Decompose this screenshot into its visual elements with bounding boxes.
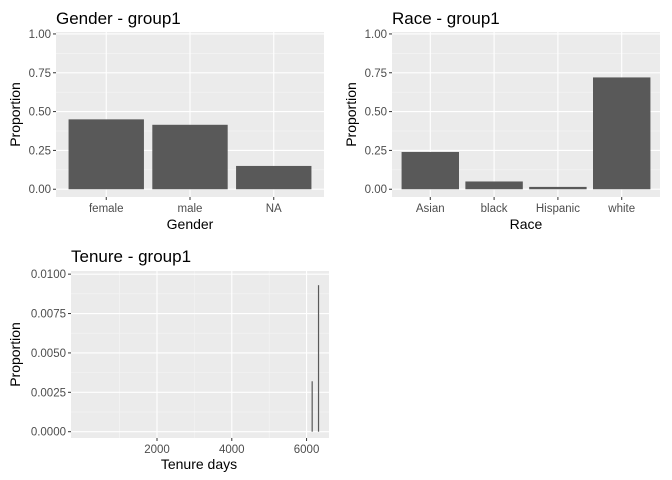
race-y-tick-label: 0.75 <box>365 68 387 80</box>
gender-y-tick-label: 0.75 <box>29 68 51 80</box>
race-x-axis-label: Race <box>510 216 543 232</box>
race-panel: Race - group1 0.00 0.25 0.50 0.75 1.00 Asian… <box>343 9 660 232</box>
tenure-x-tick-label: 4000 <box>219 444 245 456</box>
tenure-title: Tenure - group1 <box>71 247 191 266</box>
race-x-tick-label: white <box>607 203 635 215</box>
tenure-gridlines <box>71 271 329 438</box>
tenure-x-ticks: 2000 4000 6000 <box>144 438 319 456</box>
tenure-panel: Tenure - group1 0.0000 0.0025 0.0050 0.0075… <box>7 247 329 472</box>
gender-y-tick-label: 0.00 <box>29 184 51 196</box>
tenure-bar <box>311 381 313 432</box>
gender-x-tick-label: male <box>178 203 203 215</box>
gender-panel: Gender - group1 0.00 0.25 0.50 0.75 1.00 fem… <box>7 9 324 232</box>
race-bar-white <box>593 77 651 190</box>
tenure-y-tick-label: 0.0025 <box>31 387 66 399</box>
tenure-bars <box>311 285 320 432</box>
gender-bar-female <box>68 119 144 190</box>
race-y-ticks: 0.00 0.25 0.50 0.75 1.00 <box>365 29 392 196</box>
race-x-tick-label: Hispanic <box>536 203 580 215</box>
tenure-y-tick-label: 0.0100 <box>31 269 66 281</box>
gender-x-ticks: female male NA <box>89 197 282 215</box>
race-x-tick-label: Asian <box>416 203 445 215</box>
tenure-x-tick-label: 6000 <box>294 444 320 456</box>
tenure-plot-background <box>71 271 329 438</box>
tenure-y-ticks: 0.0000 0.0025 0.0050 0.0075 0.0100 <box>31 269 71 439</box>
tenure-bar <box>317 285 320 432</box>
gender-x-axis-label: Gender <box>167 216 214 232</box>
tenure-x-tick-label: 2000 <box>144 444 170 456</box>
gender-y-tick-label: 1.00 <box>29 29 51 41</box>
gender-bar-male <box>152 124 228 190</box>
race-y-axis-label: Proportion <box>343 82 359 147</box>
gender-y-axis-label: Proportion <box>7 82 23 147</box>
gender-y-tick-label: 0.50 <box>29 107 51 119</box>
race-bar-hispanic <box>529 186 587 190</box>
race-y-tick-label: 0.25 <box>365 145 387 157</box>
gender-bar-na <box>236 165 312 190</box>
gender-title: Gender - group1 <box>56 9 181 28</box>
tenure-x-axis-label: Tenure days <box>161 456 237 472</box>
race-y-tick-label: 0.50 <box>365 107 387 119</box>
gender-y-ticks: 0.00 0.25 0.50 0.75 1.00 <box>29 29 56 196</box>
gender-x-tick-label: NA <box>266 203 282 215</box>
tenure-y-axis-label: Proportion <box>7 322 23 387</box>
tenure-y-tick-label: 0.0050 <box>31 348 66 360</box>
gender-x-tick-label: female <box>89 203 124 215</box>
gender-y-tick-label: 0.25 <box>29 145 51 157</box>
race-y-tick-label: 1.00 <box>365 29 387 41</box>
race-x-ticks: Asian black Hispanic white <box>416 197 635 215</box>
race-title: Race - group1 <box>392 9 500 28</box>
race-bar-black <box>465 181 523 190</box>
gender-bars <box>68 119 312 190</box>
race-bars <box>401 77 651 190</box>
race-y-tick-label: 0.00 <box>365 184 387 196</box>
tenure-y-tick-label: 0.0075 <box>31 309 66 321</box>
race-x-tick-label: black <box>481 203 508 215</box>
race-bar-asian <box>401 151 459 190</box>
tenure-y-tick-label: 0.0000 <box>31 427 66 439</box>
